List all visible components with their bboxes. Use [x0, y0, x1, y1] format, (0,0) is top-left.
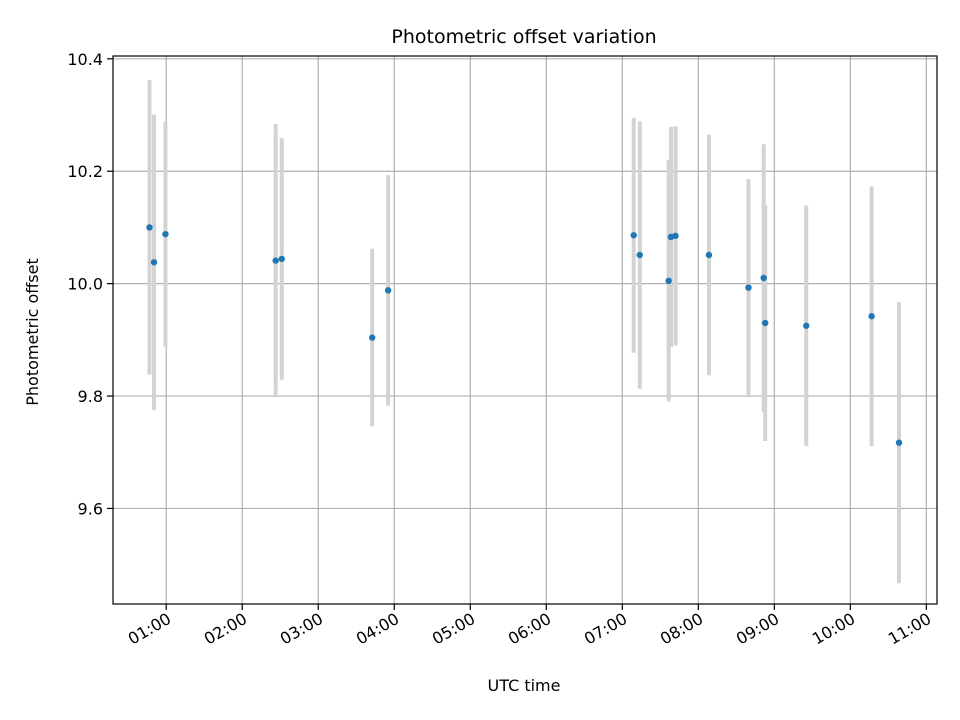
- data-point: [630, 232, 637, 239]
- y-axis-label: Photometric offset: [23, 258, 42, 406]
- data-point: [272, 257, 279, 264]
- y-tick-label: 9.8: [78, 387, 103, 406]
- y-tick-label: 10.4: [67, 50, 103, 69]
- data-points: [146, 224, 903, 446]
- y-tick-label: 10.0: [67, 275, 103, 294]
- data-point: [803, 322, 810, 329]
- data-point: [384, 287, 392, 294]
- data-point: [745, 284, 752, 291]
- data-point: [150, 259, 158, 266]
- data-point: [278, 255, 285, 263]
- data-point: [895, 439, 903, 446]
- data-point: [762, 319, 769, 327]
- chart-title: Photometric offset variation: [391, 26, 656, 48]
- data-point: [665, 277, 672, 285]
- y-axis-ticks: 9.6 9.8 10.0 10.2 10.4: [67, 50, 113, 518]
- y-tick-label: 10.2: [67, 162, 103, 181]
- data-point: [760, 274, 767, 282]
- data-point: [369, 334, 376, 341]
- data-point: [672, 232, 679, 240]
- data-point: [636, 251, 643, 259]
- data-point: [162, 230, 169, 238]
- data-point: [705, 251, 713, 259]
- y-tick-label: 9.6: [78, 499, 103, 518]
- plot-frame: [112, 55, 938, 605]
- data-point: [868, 313, 875, 320]
- grid: [113, 56, 937, 604]
- data-point: [146, 224, 153, 231]
- x-axis-label: UTC time: [488, 676, 561, 695]
